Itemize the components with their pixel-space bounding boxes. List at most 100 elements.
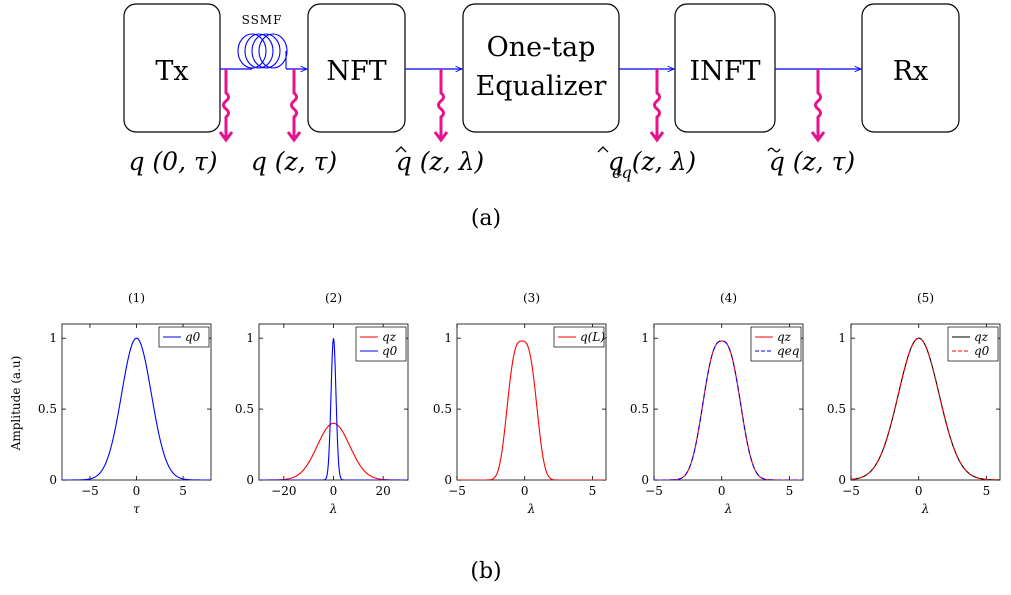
x-tick-label: 0 [330, 484, 338, 498]
legend-label: q(L) [580, 330, 605, 344]
hat-accent [597, 146, 609, 153]
rx-block [861, 3, 960, 133]
y-tick-label: 1 [49, 331, 57, 345]
y-tick-label: 0.5 [630, 402, 649, 416]
legend: q(L) [553, 326, 605, 348]
signal-taps [218, 69, 826, 143]
signal-qeq-group: q (z, λ) eq [597, 146, 696, 182]
x-tick-label: −5 [645, 484, 663, 498]
tx-block [123, 3, 221, 133]
legend-label: q0 [185, 330, 201, 344]
tap-arrow-3 [437, 69, 445, 140]
x-axis-label: τ [133, 502, 140, 516]
plot-title: (2) [325, 291, 342, 305]
x-tick-label: −5 [81, 484, 99, 498]
x-tick-label: −5 [448, 484, 466, 498]
x-tick-label: −20 [271, 484, 296, 498]
signal-qtilde-group: q (z, τ) [767, 147, 855, 176]
equalizer-label-line2: Equalizer [476, 71, 607, 102]
y-tick-label: 0.5 [235, 402, 254, 416]
legend-label: q0 [382, 344, 398, 358]
tap-arrowhead-5 [810, 131, 826, 143]
y-tick-label: 1 [641, 331, 649, 345]
y-tick-label: 0 [641, 473, 649, 487]
legend-label: qeq [777, 344, 800, 358]
plot-title: (1) [128, 291, 145, 305]
plot-title: (4) [720, 291, 737, 305]
legend-box [355, 326, 407, 362]
signal-qeq-subscript: eq [612, 163, 632, 182]
legend-box [947, 326, 999, 362]
x-axis-label: λ [921, 502, 930, 516]
tap-arrow-1 [222, 69, 230, 140]
plot-title: (3) [523, 291, 540, 305]
tap-arrow-5 [814, 69, 822, 140]
x-tick-label: 5 [589, 484, 597, 498]
series-line-q0 [851, 337, 1000, 480]
series-line-qeq [654, 340, 803, 480]
hat-accent [395, 146, 407, 153]
x-axis-label: λ [527, 502, 536, 516]
infft-label: INFT [689, 56, 760, 87]
equalizer-block [462, 3, 620, 133]
tap-arrowhead-3 [433, 131, 449, 143]
legend-box [553, 326, 605, 348]
plot-panel-1: (1) −5 0 5 0 0.5 1 τ q0 [38, 291, 212, 516]
x-tick-label: 0 [718, 484, 726, 498]
y-tick-label: 0 [444, 473, 452, 487]
x-tick-label: 0 [133, 484, 141, 498]
signal-q0-label: q (0, τ) [128, 147, 217, 176]
tap-arrowhead-4 [649, 131, 665, 143]
signal-qhat-label: q (z, λ) [396, 147, 484, 176]
y-tick-label: 1 [246, 331, 254, 345]
y-tick-label: 1 [444, 331, 452, 345]
series-line-q0 [259, 338, 408, 480]
plot-frame [456, 323, 607, 481]
x-tick-label: 20 [376, 484, 391, 498]
tap-arrowhead-1 [218, 131, 234, 143]
tap-arrow-4 [653, 69, 661, 140]
legend-label: qz [974, 330, 989, 344]
caption-b: (b) [470, 559, 501, 584]
signal-qz-label: q (z, τ) [251, 147, 337, 176]
plot-title: (5) [917, 291, 934, 305]
legend: q0 [158, 326, 210, 348]
y-tick-label: 0.5 [38, 402, 57, 416]
y-axis-title: Amplitude (a.u) [9, 356, 23, 452]
y-tick-label: 0 [49, 473, 57, 487]
x-tick-label: −5 [842, 484, 860, 498]
rx-label: Rx [893, 56, 929, 87]
y-tick-label: 0.5 [827, 402, 846, 416]
tilde-accent [767, 147, 781, 153]
signal-qeq-label: q (z, λ) [608, 147, 696, 176]
y-tick-label: 0 [838, 473, 846, 487]
fiber-coil-icon [237, 33, 288, 69]
x-tick-label: 5 [786, 484, 794, 498]
series-line-q0 [62, 337, 211, 480]
block-diagram: Tx NFT One-tap Equalizer INFT Rx SSMF q … [123, 3, 960, 231]
x-axis-label: λ [724, 502, 733, 516]
tap-arrow-2 [290, 69, 298, 140]
x-axis-label: λ [329, 502, 338, 516]
y-tick-label: 1 [838, 331, 846, 345]
infft-block [674, 3, 776, 133]
legend-box [158, 326, 210, 348]
x-tick-label: 5 [179, 484, 187, 498]
signal-qhat-group: q (z, λ) [395, 146, 484, 176]
series-line-q(L) [457, 340, 606, 480]
legend-box [750, 326, 802, 362]
tx-label: Tx [155, 56, 188, 87]
x-tick-label: 5 [983, 484, 991, 498]
legend-label: q0 [974, 344, 990, 358]
y-tick-label: 0 [246, 473, 254, 487]
fiber-label: SSMF [242, 13, 283, 27]
